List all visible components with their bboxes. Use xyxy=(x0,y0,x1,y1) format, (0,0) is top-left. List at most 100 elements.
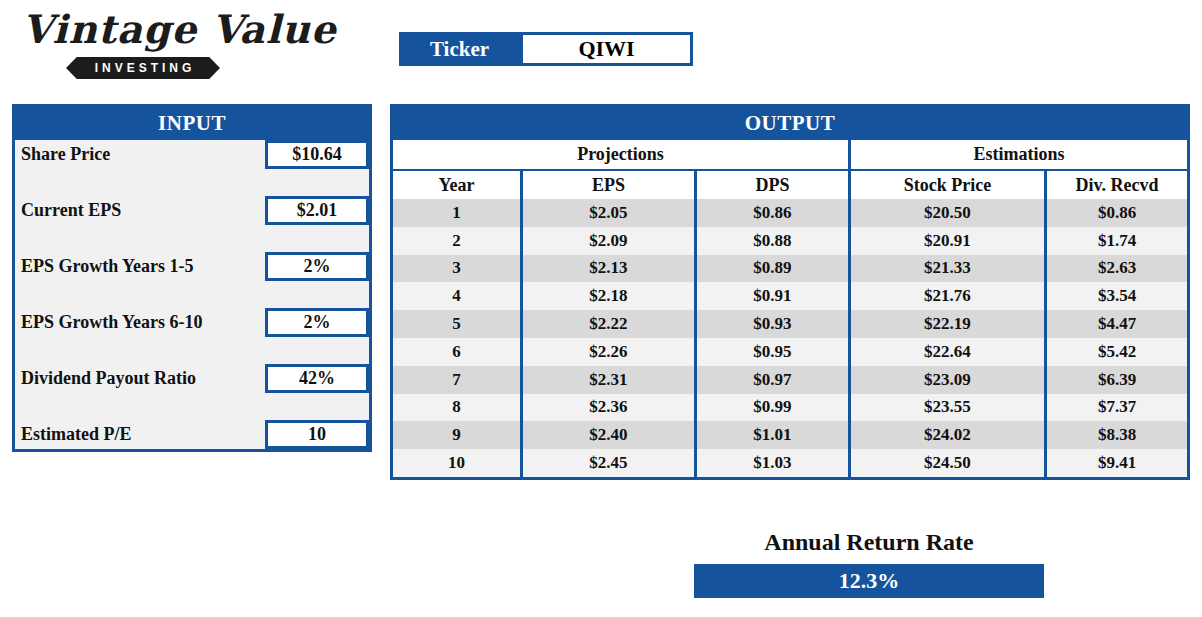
cell-div-recvd: $3.54 xyxy=(1044,282,1187,310)
input-row-share-price: Share Price $10.64 xyxy=(15,140,369,169)
eps-growth-1-5-input-cell[interactable]: 2% xyxy=(265,252,369,281)
cell-dps: $0.99 xyxy=(694,394,848,422)
table-row: 10 $2.45 $1.03 $24.50 $9.41 xyxy=(393,449,1187,477)
cell-stock-price: $22.19 xyxy=(848,310,1044,338)
eps-growth-6-10-input-cell[interactable]: 2% xyxy=(265,308,369,337)
input-label: Share Price xyxy=(15,140,265,169)
cell-year: 5 xyxy=(393,310,520,338)
input-row-eps-growth-1-5: EPS Growth Years 1-5 2% xyxy=(15,252,369,281)
cell-eps: $2.36 xyxy=(520,394,694,422)
cell-eps: $2.05 xyxy=(520,199,694,227)
table-row: 1 $2.05 $0.86 $20.50 $0.86 xyxy=(393,199,1187,227)
input-label: Estimated P/E xyxy=(15,420,265,449)
column-header-year: Year xyxy=(393,171,520,199)
cell-stock-price: $24.50 xyxy=(848,449,1044,477)
input-row-dividend-payout: Dividend Payout Ratio 42% xyxy=(15,364,369,393)
cell-dps: $0.86 xyxy=(694,199,848,227)
cell-stock-price: $22.64 xyxy=(848,338,1044,366)
cell-eps: $2.22 xyxy=(520,310,694,338)
spreadsheet-page: Vintage Value INVESTING Ticker QIWI INPU… xyxy=(0,0,1202,617)
brand-logo-script: Vintage Value xyxy=(22,6,282,58)
cell-eps: $2.13 xyxy=(520,255,694,283)
cell-year: 10 xyxy=(393,449,520,477)
current-eps-input-cell[interactable]: $2.01 xyxy=(265,196,369,225)
cell-eps: $2.26 xyxy=(520,338,694,366)
table-row: 2 $2.09 $0.88 $20.91 $1.74 xyxy=(393,227,1187,255)
output-panel-title: OUTPUT xyxy=(393,107,1187,140)
cell-eps: $2.45 xyxy=(520,449,694,477)
annual-return-label: Annual Return Rate xyxy=(669,529,1069,556)
cell-dps: $0.91 xyxy=(694,282,848,310)
ticker-input-cell[interactable]: QIWI xyxy=(520,32,693,66)
output-group-header-row: Projections Estimations xyxy=(393,140,1187,171)
input-panel-body: Share Price $10.64 Current EPS $2.01 EPS… xyxy=(15,140,369,449)
table-row: 6 $2.26 $0.95 $22.64 $5.42 xyxy=(393,338,1187,366)
cell-dps: $0.93 xyxy=(694,310,848,338)
ticker-label: Ticker xyxy=(399,32,520,66)
estimated-pe-input-cell[interactable]: 10 xyxy=(265,420,369,449)
cell-stock-price: $21.33 xyxy=(848,255,1044,283)
column-header-dps: DPS xyxy=(694,171,848,199)
column-header-div-recvd: Div. Recvd xyxy=(1044,171,1187,199)
cell-year: 1 xyxy=(393,199,520,227)
cell-stock-price: $20.50 xyxy=(848,199,1044,227)
share-price-input-cell[interactable]: $10.64 xyxy=(265,140,369,169)
cell-eps: $2.31 xyxy=(520,366,694,394)
cell-dps: $0.95 xyxy=(694,338,848,366)
cell-year: 2 xyxy=(393,227,520,255)
table-row: 3 $2.13 $0.89 $21.33 $2.63 xyxy=(393,255,1187,283)
cell-eps: $2.40 xyxy=(520,421,694,449)
cell-year: 8 xyxy=(393,394,520,422)
cell-div-recvd: $9.41 xyxy=(1044,449,1187,477)
cell-dps: $0.97 xyxy=(694,366,848,394)
output-panel: OUTPUT Projections Estimations Year EPS … xyxy=(390,104,1190,480)
input-label: EPS Growth Years 1-5 xyxy=(15,252,265,281)
cell-div-recvd: $5.42 xyxy=(1044,338,1187,366)
cell-year: 4 xyxy=(393,282,520,310)
input-label: Current EPS xyxy=(15,196,265,225)
group-header-estimations: Estimations xyxy=(848,140,1187,169)
input-label: EPS Growth Years 6-10 xyxy=(15,308,265,337)
input-row-current-eps: Current EPS $2.01 xyxy=(15,196,369,225)
cell-year: 7 xyxy=(393,366,520,394)
cell-eps: $2.09 xyxy=(520,227,694,255)
input-label: Dividend Payout Ratio xyxy=(15,364,265,393)
table-row: 9 $2.40 $1.01 $24.02 $8.38 xyxy=(393,421,1187,449)
brand-logo-ribbon: INVESTING xyxy=(66,57,220,79)
input-panel-title: INPUT xyxy=(15,107,369,140)
cell-stock-price: $24.02 xyxy=(848,421,1044,449)
output-column-header-row: Year EPS DPS Stock Price Div. Recvd xyxy=(393,171,1187,199)
dividend-payout-input-cell[interactable]: 42% xyxy=(265,364,369,393)
input-row-estimated-pe: Estimated P/E 10 xyxy=(15,420,369,449)
annual-return-value: 12.3% xyxy=(694,564,1044,598)
input-row-eps-growth-6-10: EPS Growth Years 6-10 2% xyxy=(15,308,369,337)
group-header-projections: Projections xyxy=(393,140,848,169)
cell-div-recvd: $8.38 xyxy=(1044,421,1187,449)
table-row: 7 $2.31 $0.97 $23.09 $6.39 xyxy=(393,366,1187,394)
column-header-stock-price: Stock Price xyxy=(848,171,1044,199)
cell-stock-price: $23.09 xyxy=(848,366,1044,394)
ticker-widget: Ticker QIWI xyxy=(399,32,693,66)
cell-year: 9 xyxy=(393,421,520,449)
cell-dps: $0.89 xyxy=(694,255,848,283)
table-row: 4 $2.18 $0.91 $21.76 $3.54 xyxy=(393,282,1187,310)
table-row: 8 $2.36 $0.99 $23.55 $7.37 xyxy=(393,394,1187,422)
cell-eps: $2.18 xyxy=(520,282,694,310)
cell-stock-price: $23.55 xyxy=(848,394,1044,422)
cell-stock-price: $20.91 xyxy=(848,227,1044,255)
cell-year: 6 xyxy=(393,338,520,366)
cell-div-recvd: $1.74 xyxy=(1044,227,1187,255)
column-header-eps: EPS xyxy=(520,171,694,199)
cell-dps: $0.88 xyxy=(694,227,848,255)
table-row: 5 $2.22 $0.93 $22.19 $4.47 xyxy=(393,310,1187,338)
cell-dps: $1.03 xyxy=(694,449,848,477)
cell-div-recvd: $2.63 xyxy=(1044,255,1187,283)
cell-stock-price: $21.76 xyxy=(848,282,1044,310)
cell-dps: $1.01 xyxy=(694,421,848,449)
cell-div-recvd: $7.37 xyxy=(1044,394,1187,422)
input-panel: INPUT Share Price $10.64 Current EPS $2.… xyxy=(12,104,372,452)
cell-div-recvd: $6.39 xyxy=(1044,366,1187,394)
cell-div-recvd: $4.47 xyxy=(1044,310,1187,338)
cell-div-recvd: $0.86 xyxy=(1044,199,1187,227)
cell-year: 3 xyxy=(393,255,520,283)
